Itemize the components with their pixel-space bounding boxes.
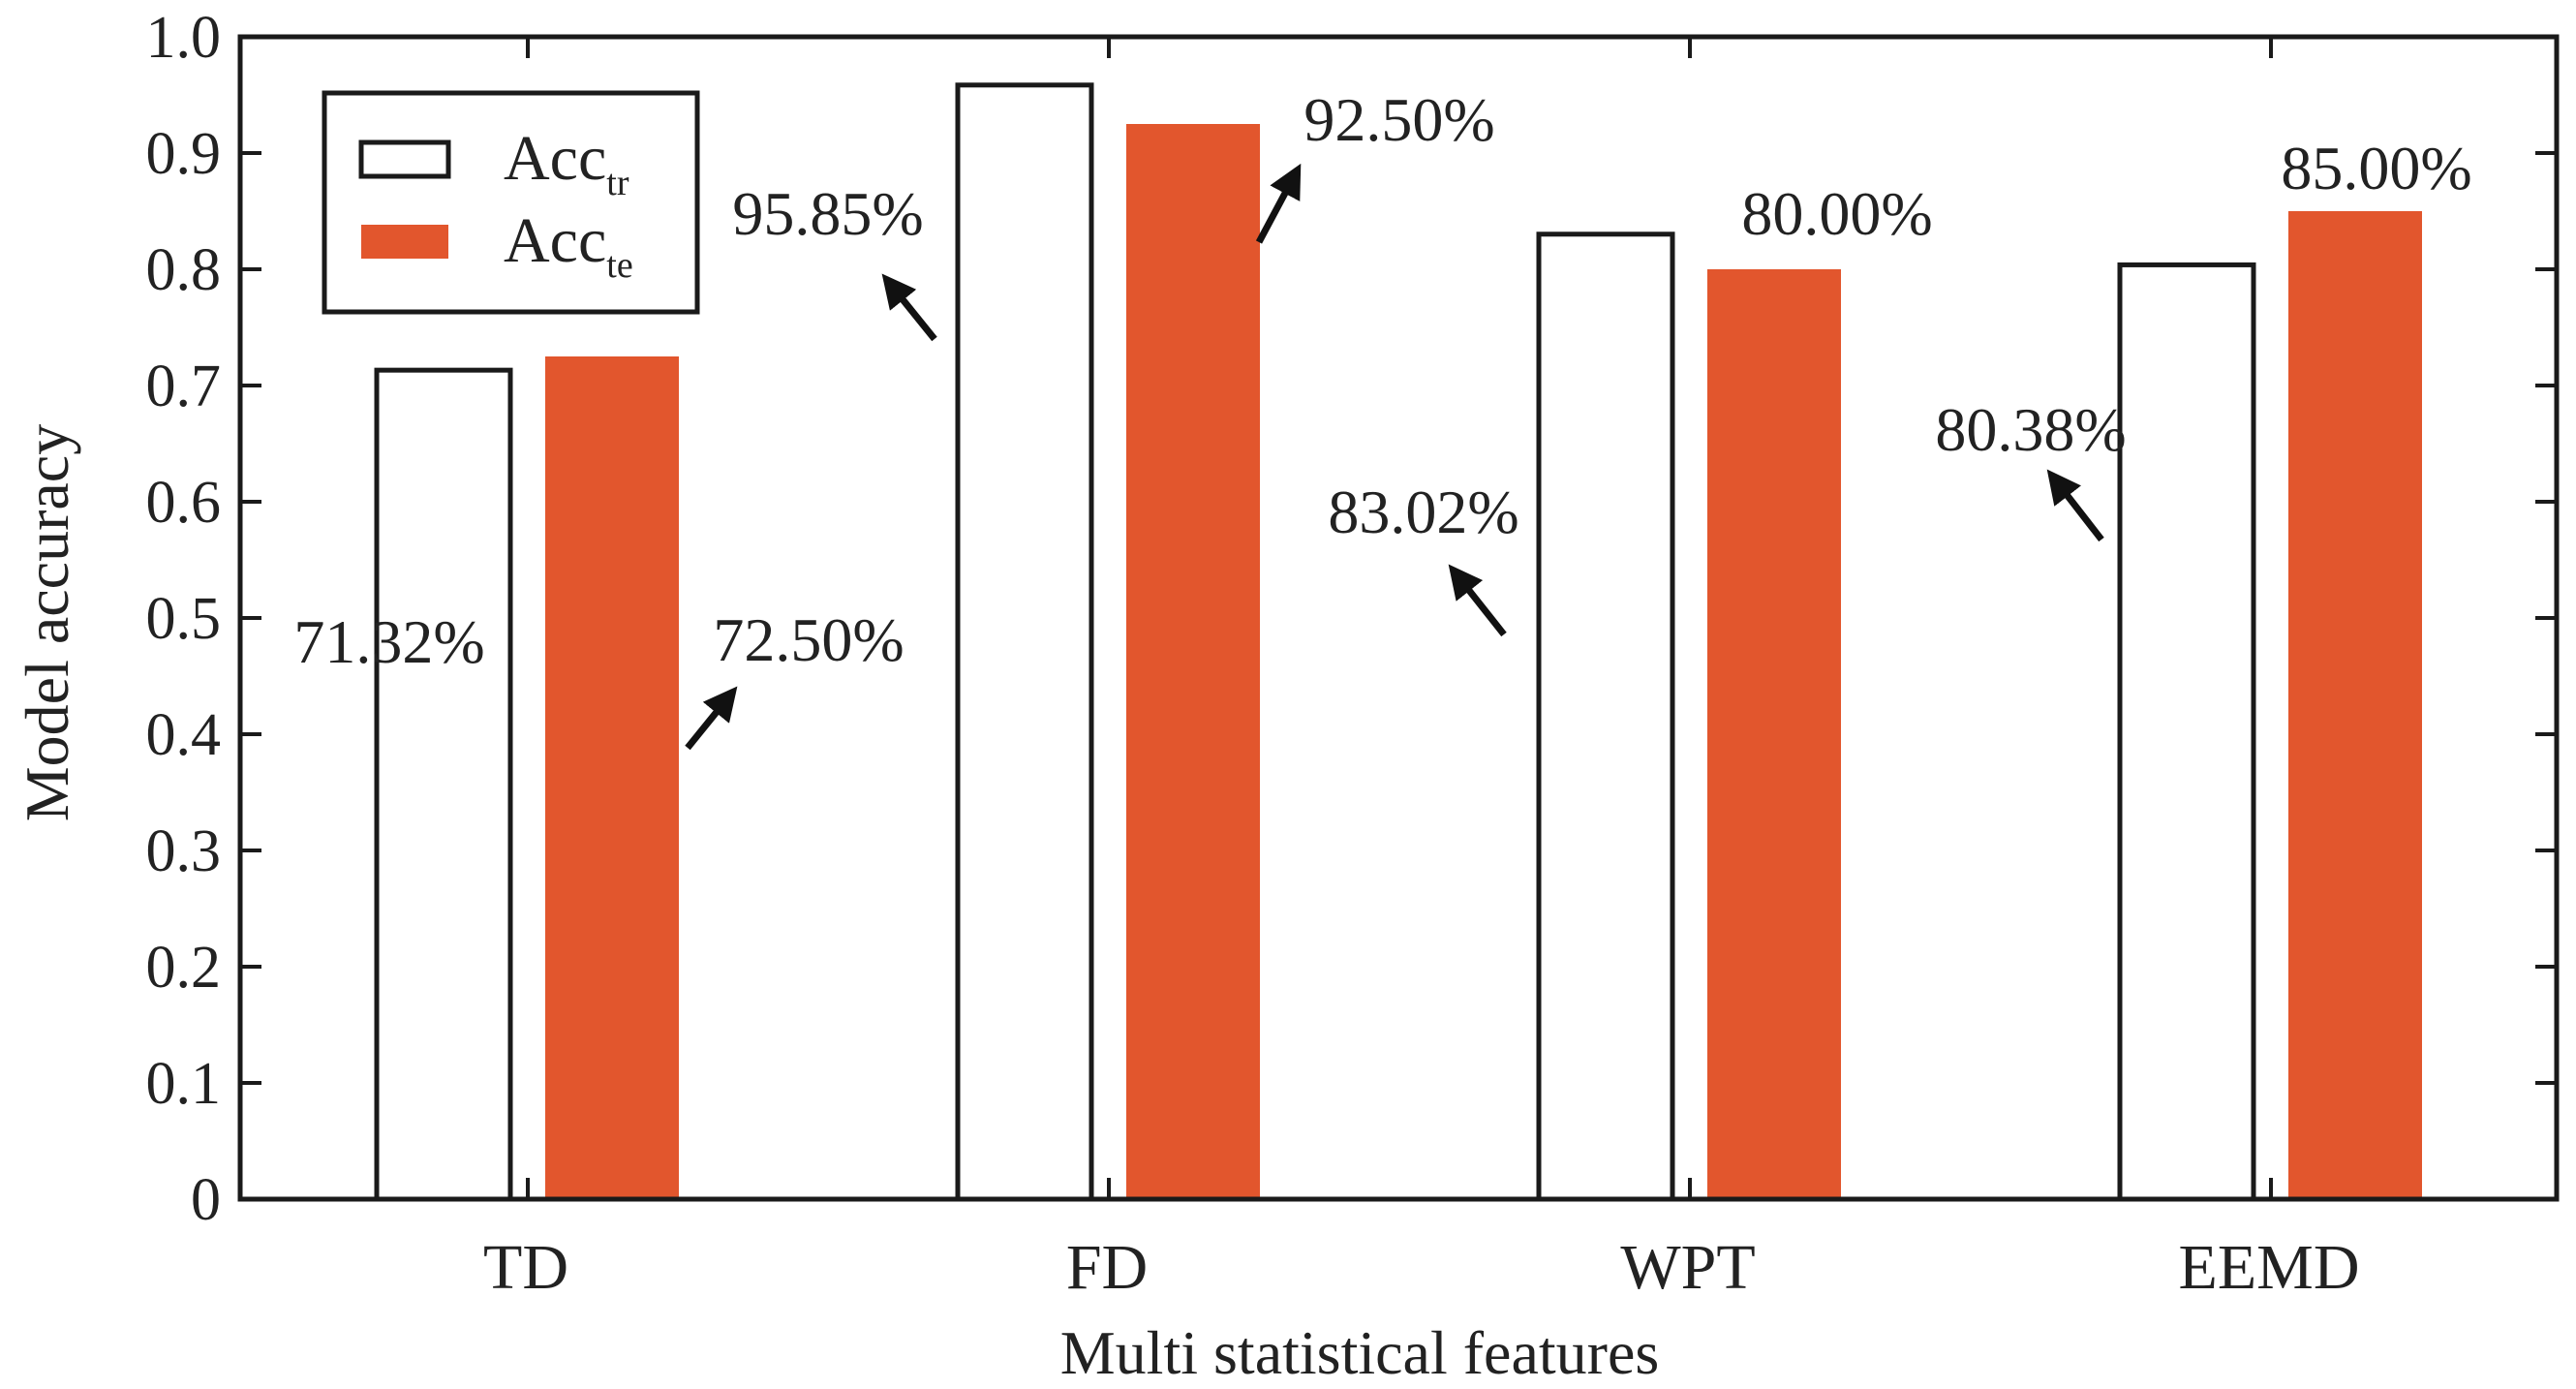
bar-train-wpt xyxy=(1536,232,1675,1202)
y-tick-label: 0.3 xyxy=(146,818,222,884)
y-tick-label: 0 xyxy=(191,1167,221,1233)
legend: Acctr Accte xyxy=(322,90,700,315)
legend-swatch-test xyxy=(361,225,448,259)
x-category-label: FD xyxy=(1066,1232,1148,1303)
bar-train-fd xyxy=(955,82,1094,1202)
x-category-label: TD xyxy=(483,1232,568,1303)
legend-label-train-subscript: tr xyxy=(606,163,629,203)
y-tick-label: 0.1 xyxy=(146,1051,222,1117)
bar-test-td xyxy=(545,356,679,1199)
annotation-arrow xyxy=(1255,163,1302,244)
y-tick-label: 0.7 xyxy=(146,354,222,419)
data-label-test-wpt: 80.00% xyxy=(1741,179,1932,248)
legend-label-test-subscript: te xyxy=(606,245,632,286)
y-tick-label: 0.5 xyxy=(146,586,222,652)
data-label-train-wpt: 83.02% xyxy=(1328,478,1518,546)
data-label-train-eemd: 80.38% xyxy=(1935,395,2126,464)
data-label-test-fd: 92.50% xyxy=(1303,85,1494,154)
annotation-arrow xyxy=(1448,564,1507,637)
legend-label-test: Accte xyxy=(504,205,633,286)
legend-label-train: Acctr xyxy=(504,123,629,203)
annotation-arrow xyxy=(685,686,738,751)
y-tick-label: 0.2 xyxy=(146,935,222,1001)
x-category-label: EEMD xyxy=(2179,1232,2360,1303)
x-category-label: WPT xyxy=(1620,1232,1755,1303)
y-axis-title: Model accuracy xyxy=(13,424,81,821)
axis-ticks: 0 0.1 0.2 0.3 0.4 0.5 0.6 0.7 0.8 0.9 1.0 TD FD WPT EE… xyxy=(146,5,2557,1303)
x-axis-title: Multi statistical features xyxy=(1060,1318,1660,1387)
y-tick-label: 1.0 xyxy=(146,5,222,71)
bar-train-td xyxy=(374,367,513,1202)
annotation-arrow xyxy=(2046,469,2104,542)
annotation-layer: 71.32% 72.50% 95.85% 92.50% 83.02% 80.00% 80.3… xyxy=(293,85,2472,751)
bar-test-wpt xyxy=(1707,269,1841,1199)
bar-test-eemd xyxy=(2288,211,2422,1199)
bar-test-fd xyxy=(1126,124,1260,1199)
y-tick-label: 0.6 xyxy=(146,470,222,536)
annotation-arrow xyxy=(881,273,937,342)
data-label-train-fd: 95.85% xyxy=(732,179,923,248)
legend-swatch-train xyxy=(358,139,451,179)
data-label-test-td: 72.50% xyxy=(713,605,904,674)
bar-layer xyxy=(374,82,2422,1202)
legend-box xyxy=(322,90,700,315)
data-label-train-td: 71.32% xyxy=(293,607,484,676)
y-tick-label: 0.9 xyxy=(146,121,222,187)
y-tick-label: 0.4 xyxy=(146,702,222,768)
bar-train-eemd xyxy=(2117,262,2256,1202)
legend-label-train-base: Acc xyxy=(504,123,606,194)
legend-label-test-base: Acc xyxy=(504,205,606,276)
y-tick-label: 0.8 xyxy=(146,237,222,303)
data-label-test-eemd: 85.00% xyxy=(2281,134,2471,202)
